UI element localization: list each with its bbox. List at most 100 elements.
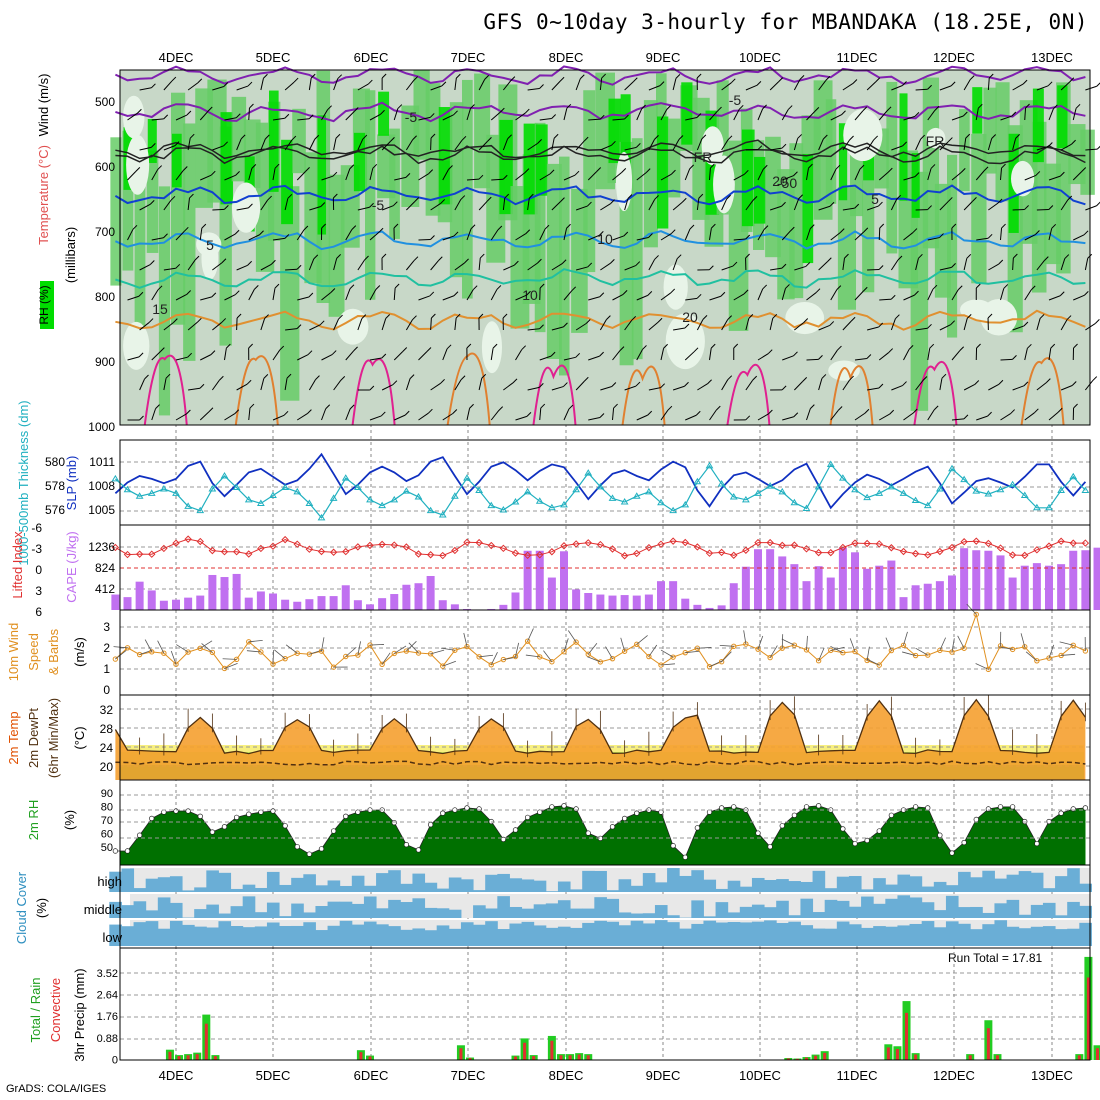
wind-barb [442, 413, 454, 421]
wind-barb-flag [308, 292, 314, 298]
wind-barb [660, 348, 665, 361]
wind-barb [515, 233, 526, 241]
thickness-marker [317, 513, 326, 521]
wind-barb [733, 109, 740, 121]
rh-marker [573, 806, 579, 812]
wind-barb [709, 348, 712, 361]
wind-barb [806, 358, 819, 361]
lifted-index-marker [342, 547, 350, 556]
wind-barb-flag [335, 133, 341, 139]
wind-barb [454, 140, 463, 151]
lifted-index-marker [608, 545, 617, 553]
lifted-index-marker [208, 546, 217, 555]
wind-barb-flag [934, 105, 940, 111]
wind-barb [1059, 641, 1074, 646]
cape-bar [729, 583, 738, 610]
wind-barb-flag [526, 290, 531, 296]
cloud-cover-bar [266, 922, 280, 946]
wind-barb [478, 200, 488, 211]
rh-marker [524, 814, 531, 820]
cloud-cover-bar [145, 878, 159, 892]
cloud-cover-bar [582, 922, 595, 946]
wind-barb [806, 168, 809, 181]
cloud-cover-bar [388, 899, 401, 918]
cloud-cover-bar [557, 881, 571, 892]
wind-barb [369, 357, 382, 361]
cape-bar [1020, 565, 1029, 610]
wind-barb [309, 649, 323, 655]
wind-barb-flag [223, 141, 228, 147]
wind-barb [248, 289, 255, 301]
thickness-marker [499, 505, 508, 513]
wind-barb-flag [251, 164, 257, 169]
wind-barb [818, 80, 827, 91]
wind-barb-flag [914, 172, 920, 177]
wind-barb [478, 79, 486, 91]
rh-area [474, 73, 491, 189]
cloud-cover-bar [194, 887, 207, 892]
wind-barb-flag [781, 385, 787, 391]
wind-barb-flag [551, 114, 557, 119]
wind-barb [842, 320, 852, 331]
wind-barb-flag [698, 193, 704, 199]
rh-area [559, 156, 570, 376]
wind-barb [1000, 413, 1011, 421]
wind-barb-flag [717, 106, 722, 112]
rh-area [668, 118, 681, 198]
wind-barb-flag [727, 315, 733, 320]
date-label-top: 4DEC [159, 50, 194, 65]
date-label-top: 5DEC [256, 50, 291, 65]
wind-barb-flag [479, 253, 485, 259]
wind-barb-flag [296, 324, 302, 329]
wind-barb-flag [738, 104, 744, 110]
cloud-cover-bar [873, 878, 886, 892]
wind-barb-flag [208, 407, 214, 413]
wind-barb [794, 265, 806, 271]
wind-barb-flag [1069, 77, 1075, 83]
wind-barb [224, 663, 238, 669]
wind-barb-flag [715, 405, 721, 411]
wind-barb [285, 268, 298, 271]
wind-barb [588, 234, 600, 241]
cape-bar [717, 605, 726, 610]
wind-barb [527, 198, 530, 211]
wind-barb-flag [1045, 378, 1051, 383]
cloud-cover-bar [485, 908, 498, 918]
lifted-index-marker [717, 548, 726, 557]
wind-barb [1036, 85, 1049, 91]
cape-bar [511, 592, 520, 610]
cape-bar [159, 600, 168, 610]
wind-speed-marker [355, 652, 361, 658]
cloud-cover-bar [630, 885, 644, 892]
wind-barb-flag [733, 343, 739, 349]
thickness-marker [184, 502, 193, 509]
wind-barb [1085, 205, 1097, 211]
wind-barb-flag [887, 167, 893, 173]
precip-convective-bar [968, 1055, 972, 1060]
wind-barb [113, 646, 128, 649]
rh-marker [306, 851, 313, 857]
thickness-marker [1045, 503, 1053, 511]
wind-barb-flag [1023, 381, 1029, 387]
cloud-cover-bar [945, 921, 959, 946]
lifted-index-marker [814, 548, 823, 557]
wind-barb [915, 380, 924, 391]
wind-barb [915, 258, 919, 271]
wind-barb [442, 295, 455, 301]
lifted-index-marker [948, 543, 956, 552]
cloud-cover-bar [909, 923, 923, 946]
wind-barb-flag [684, 323, 690, 329]
thickness-marker [911, 496, 920, 504]
cloud-cover-bar [485, 874, 498, 892]
rh-marker [755, 830, 761, 836]
cloud-cover-bar [473, 924, 486, 946]
wind-barb [454, 199, 462, 211]
cape-bar [1081, 550, 1090, 610]
cloud-cover-bar [279, 916, 292, 918]
wind-barb [345, 288, 351, 301]
rh-marker [791, 812, 798, 818]
wind-barb [272, 168, 276, 181]
lifted-index-marker [135, 550, 144, 558]
wind-barb-flag [428, 408, 433, 414]
rh-area [462, 79, 473, 299]
